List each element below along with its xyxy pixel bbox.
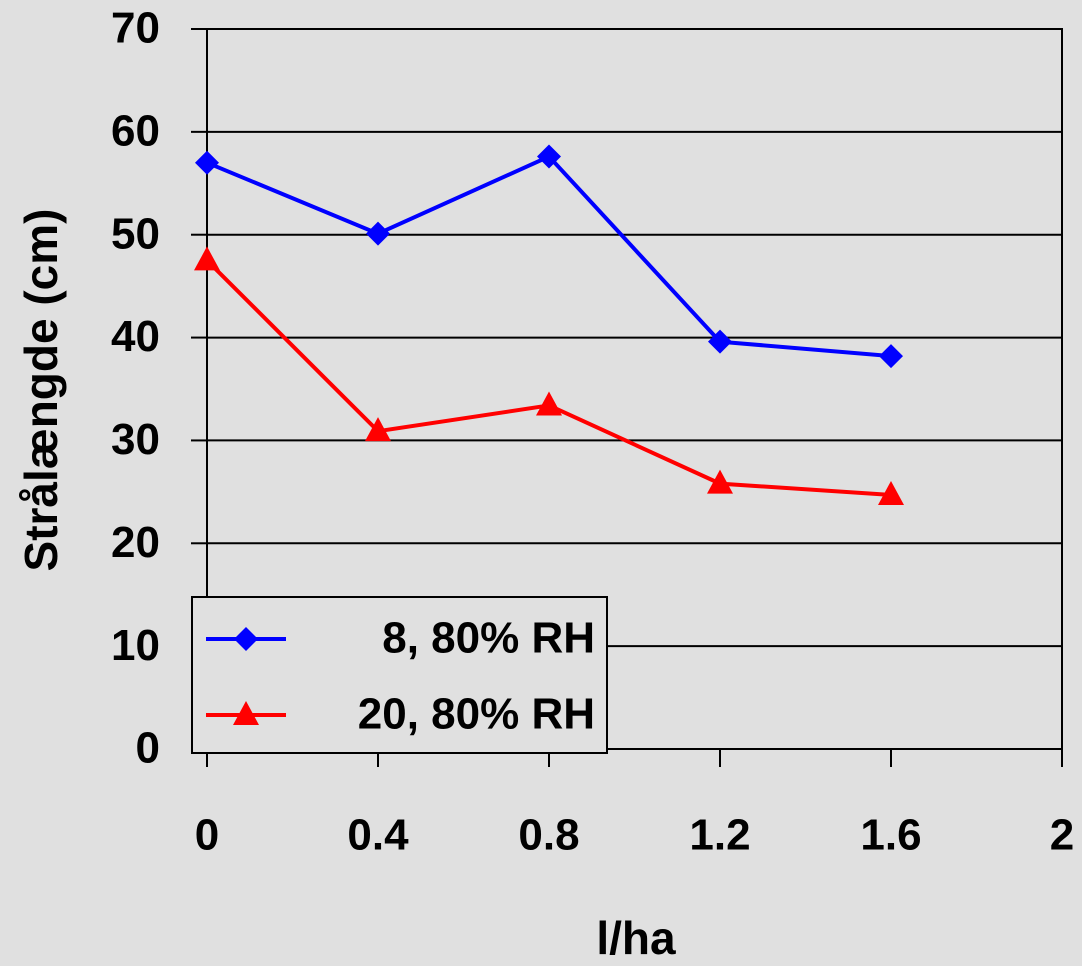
- legend-label: 8, 80% RH: [382, 614, 595, 663]
- marker: [366, 221, 390, 246]
- series-line: [205, 259, 892, 497]
- marker: [536, 391, 562, 416]
- x-tick-label: 2: [1050, 811, 1074, 860]
- legend-marker: [233, 701, 259, 725]
- marker: [195, 150, 219, 175]
- marker: [708, 329, 732, 354]
- marker: [707, 469, 733, 494]
- legend-label: 20, 80% RH: [358, 690, 595, 739]
- marker: [879, 344, 903, 369]
- x-tick-label: 1.6: [860, 811, 921, 860]
- y-tick-label: 40: [111, 312, 160, 361]
- legend-box: [191, 596, 608, 754]
- y-tick-label: 70: [111, 4, 160, 53]
- marker: [194, 246, 220, 271]
- x-axis-title: l/ha: [596, 912, 676, 964]
- y-tick-label: 50: [111, 209, 160, 258]
- x-tick-label: 0: [195, 811, 219, 860]
- x-tick-label: 1.2: [689, 811, 750, 860]
- marker: [878, 480, 904, 505]
- y-tick-label: 30: [111, 415, 160, 464]
- series-line: [206, 154, 892, 359]
- y-tick-label: 0: [136, 724, 160, 773]
- x-tick-label: 0.8: [518, 811, 579, 860]
- y-tick-label: 60: [111, 106, 160, 155]
- x-tick-label: 0.4: [347, 811, 409, 860]
- marker: [365, 417, 391, 442]
- legend-marker: [234, 627, 258, 651]
- legend: 8, 80% RH 20, 80% RH: [191, 596, 608, 754]
- marker: [537, 144, 561, 169]
- y-tick-label: 20: [111, 518, 160, 567]
- y-tick-label: 10: [111, 621, 160, 670]
- y-axis-title: Strålængde (cm): [15, 209, 67, 572]
